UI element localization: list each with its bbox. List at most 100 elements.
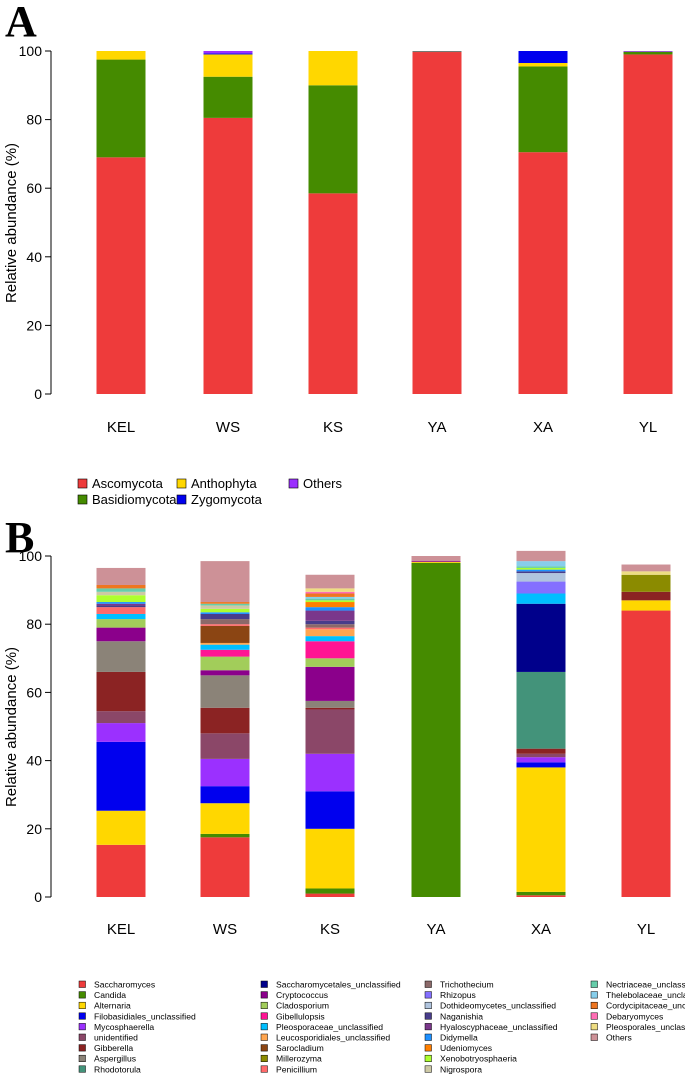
bar-segment-ks-candida [305,888,355,894]
bar-segment-yl-ascomycota [623,54,673,395]
legend-label: Zygomycota [191,492,263,507]
x-category-label: KS [320,921,340,938]
legend: SaccharomycesCandidaAlternariaFilobasidi… [78,980,685,1074]
legend-label: unidentified [94,1033,138,1043]
legend-swatch [260,1033,268,1041]
category-labels: KEL WS KS YA XA YL [107,419,657,436]
bar-segment-kel-cryptococcus [96,627,146,642]
y-tick-label: 20 [26,317,42,333]
legend-label: Gibberella [94,1043,133,1053]
legend-swatch [176,494,187,505]
bar-segment-xa-unidentified [516,753,566,758]
bar-segment-ks-saccharomyces [305,893,355,897]
bar-stack-kel [96,51,146,394]
chart-panel-a: Relative abundance (%) 0 20 40 60 80 100 KEL W… [3,43,673,507]
bar-segment-ya-alternaria [411,561,461,563]
bar-segment-ks-aspergillus [305,700,355,708]
x-category-label: XA [533,419,553,436]
bar-segment-ws-cryptococcus [200,670,250,676]
panel-letter-b: B [5,513,34,562]
bar-segment-kel-cladosporium [96,619,146,628]
bar-segment-ks-cryptococcus [305,666,355,701]
bar-segment-xa-xenobotryosphaeria [516,567,566,570]
bar-segment-ks-alternaria [305,828,355,889]
bar-segment-ws-filobasidiales-unclassified [200,786,250,804]
bar-segment-ks-gibberella [305,707,355,710]
bar-segment-ws-trichothecium [200,619,250,625]
legend-label: Gibellulopsis [276,1011,325,1021]
legend-swatch [424,1023,432,1031]
bar-segment-ws-zygomycota [203,53,253,55]
bar-segment-xa-others [516,550,566,562]
bar-stack-xa [518,51,568,394]
bar-segment-ws-basidiomycota [203,76,253,118]
bar-stack-ws [203,51,253,394]
bar-segment-xa-gibberella [516,748,566,754]
bar-segment-ya-others [411,556,461,561]
legend-label: Rhodotorula [94,1064,141,1074]
legend-label: Cordycipitaceae_unclassified [606,1001,685,1011]
legend-swatch [260,980,268,988]
legend-swatch [77,478,88,489]
bar-segment-ws-sarocladium [200,625,250,643]
y-tick-label: 100 [19,43,43,59]
bar-segment-ks-debaryomyces [305,591,355,594]
legend-label: Rhizopus [440,990,476,1000]
legend-swatch [590,1023,598,1031]
legend-swatch [590,1012,598,1020]
bar-stack-ks [308,51,358,394]
legend-swatch [590,1033,598,1041]
legend-swatch [424,1054,432,1062]
legend-swatch [78,1023,86,1031]
x-category-label: WS [213,921,237,938]
bar-segment-yl-saccharomyces [621,610,671,897]
legend-swatch [424,991,432,999]
bar-segment-kel-didymella [96,602,146,604]
legend-swatch [424,980,432,988]
legend-label: Udeniomyces [440,1043,492,1053]
bar-segment-kel-anthophyta [96,51,146,60]
legend-label: Anthophyta [191,476,258,491]
bar-segment-kel-ascomycota [96,157,146,394]
legend-swatch [78,1065,86,1073]
bar-segment-ws-cladosporium [200,656,250,671]
legend-label: Didymella [440,1033,478,1043]
legend-label: Sarocladium [276,1043,324,1053]
legend-swatch [424,1065,432,1073]
bar-segment-ks-thelebolaceae-unclassified [305,596,355,599]
bar-segment-kel-penicillium [96,607,146,614]
x-category-label: YA [427,921,446,938]
y-tick-label: 60 [26,684,42,700]
y-tick-label: 0 [34,889,42,905]
bar-segment-kel-cordycipitaceae-unclassified [96,584,146,589]
bar-segment-ks-pleosporaceae-unclassified [305,636,355,642]
bar-segment-ya-ascomycota [412,52,462,395]
legend-label: Filobasidiales_unclassified [94,1011,196,1021]
legend-label: Others [303,476,343,491]
legend-label: Basidiomycota [92,492,177,507]
bar-segment-kel-basidiomycota [96,59,146,158]
legend-label: Ascomycota [92,476,164,491]
bar-segment-ws-nigrospora [200,605,250,609]
x-category-label: YA [428,419,447,436]
bar-segment-ks-gibellulopsis [305,641,355,659]
legend-swatch [78,1033,86,1041]
bar-stack-ws [200,561,250,897]
legend-label: Pleosporales_unclassified [606,1022,685,1032]
legend-label: Saccharomycetales_unclassified [276,980,401,990]
bar-segment-xa-filobasidiales-unclassified [516,762,566,768]
bar-segment-kel-nigrospora [96,591,146,596]
legend-label: Aspergillus [94,1054,136,1064]
x-category-label: KEL [107,921,135,938]
bar-segment-ks-leucosporidiales-unclassified [305,629,355,637]
bar-segment-ws-others [203,51,253,54]
x-category-label: KS [323,419,343,436]
legend-label: Candida [94,990,126,1000]
y-tick-label: 0 [34,386,42,402]
bar-segment-ks-mycosphaerella [305,753,355,792]
legend-label: Penicillium [276,1064,317,1074]
legend-swatch [78,1044,86,1052]
bar-segment-ks-ascomycota [308,193,358,394]
